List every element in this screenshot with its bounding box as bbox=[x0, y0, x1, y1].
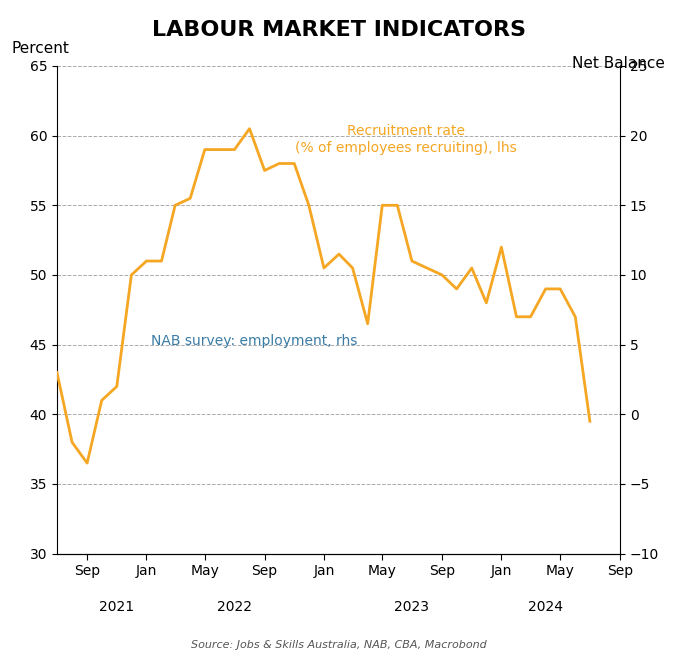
Y-axis label: Net Balance: Net Balance bbox=[572, 57, 665, 71]
Text: 2022: 2022 bbox=[217, 600, 252, 614]
Text: NAB survey: employment, rhs: NAB survey: employment, rhs bbox=[151, 334, 357, 348]
Text: Recruitment rate
(% of employees recruiting), lhs: Recruitment rate (% of employees recruit… bbox=[295, 124, 517, 154]
Y-axis label: Percent: Percent bbox=[12, 41, 70, 57]
Text: 2023: 2023 bbox=[395, 600, 429, 614]
Text: 2024: 2024 bbox=[528, 600, 563, 614]
Text: LABOUR MARKET INDICATORS: LABOUR MARKET INDICATORS bbox=[152, 20, 525, 39]
Text: 2021: 2021 bbox=[100, 600, 134, 614]
Text: Source: Jobs & Skills Australia, NAB, CBA, Macrobond: Source: Jobs & Skills Australia, NAB, CB… bbox=[191, 641, 486, 650]
